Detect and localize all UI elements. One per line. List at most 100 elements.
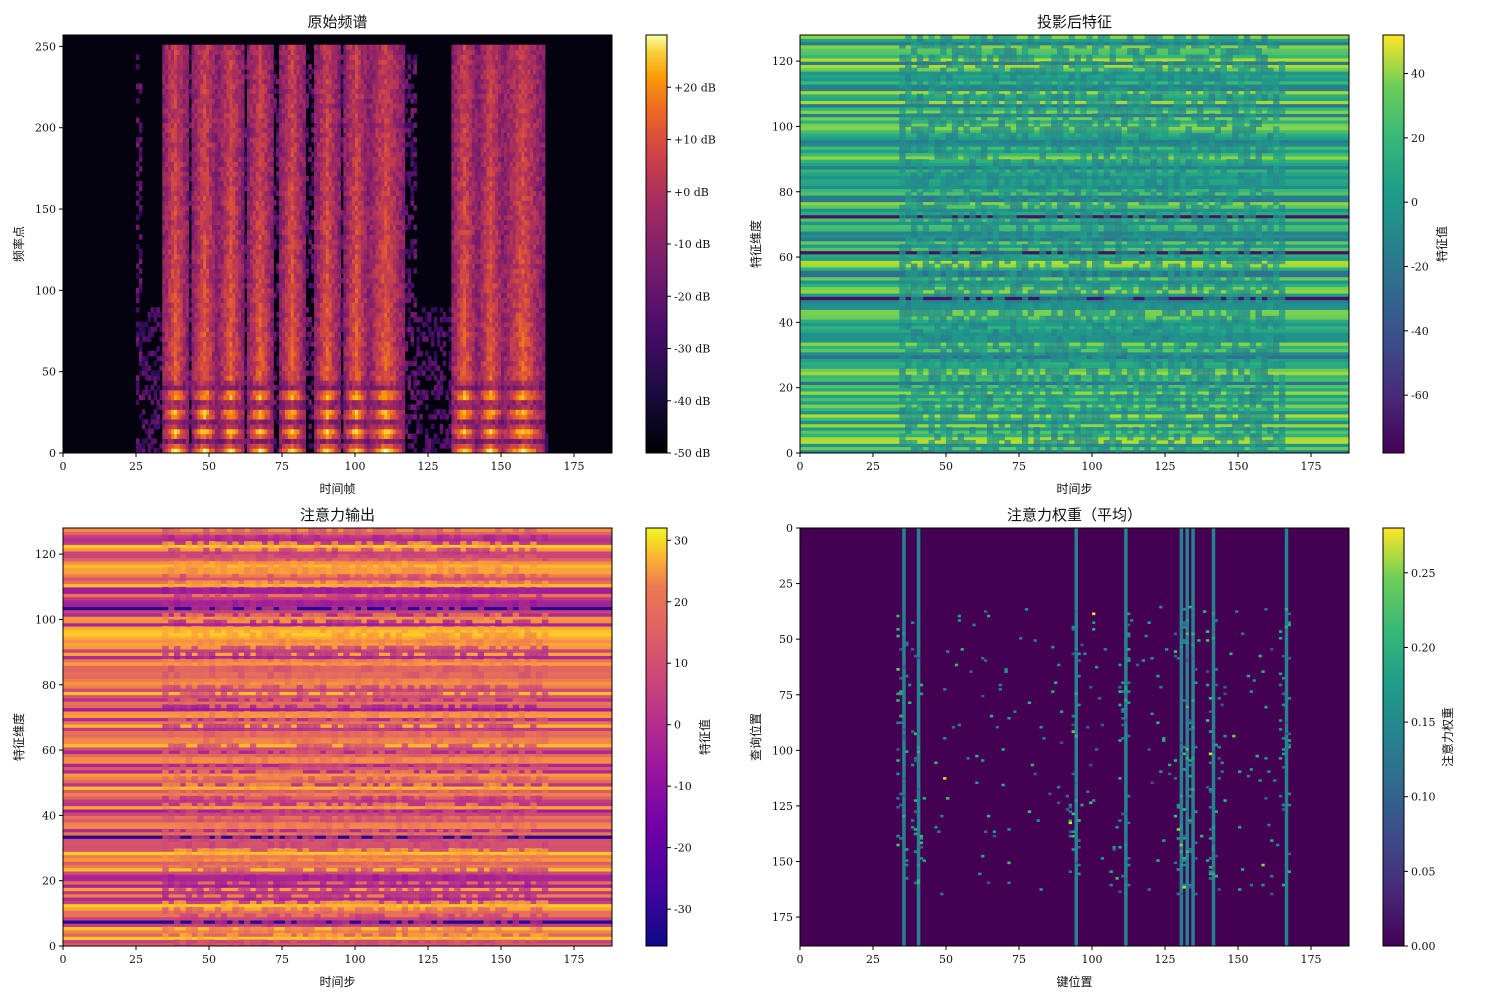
colorbar-tick-label: -60: [1411, 389, 1429, 402]
x-tick-label: 150: [491, 953, 512, 966]
y-tick-label: 120: [35, 548, 56, 561]
y-tick-label: 40: [779, 316, 793, 329]
colorbar-tick-label: 0.15: [1411, 716, 1436, 729]
colorbar: [1382, 34, 1405, 454]
x-tick-label: 100: [1082, 953, 1103, 966]
y-tick-label: 50: [779, 633, 793, 646]
y-tick-label: 175: [772, 911, 793, 924]
y-tick-label: 80: [779, 186, 793, 199]
y-tick-label: 150: [35, 203, 56, 216]
y-tick-label: 100: [772, 744, 793, 757]
colorbar-tick-label: 40: [1411, 68, 1425, 81]
x-tick-label: 0: [60, 953, 67, 966]
colorbar-tick-label: 0.10: [1411, 791, 1436, 804]
colorbar-tick-label: 0.25: [1411, 567, 1436, 580]
panel-title: 投影后特征: [1037, 13, 1112, 31]
y-tick-label: 50: [42, 366, 56, 379]
x-tick-label: 75: [275, 460, 289, 473]
colorbar-tick-label: 0: [674, 719, 681, 732]
colorbar-tick-label: +10 dB: [674, 134, 716, 147]
colorbar: [645, 527, 668, 947]
y-tick-label: 75: [779, 689, 793, 702]
x-tick-label: 125: [418, 953, 439, 966]
x-tick-label: 25: [866, 953, 880, 966]
colorbar-tick-label: -10: [674, 780, 692, 793]
colorbar-tick-label: 0.05: [1411, 865, 1436, 878]
y-tick-label: 40: [42, 809, 56, 822]
x-tick-label: 125: [1155, 953, 1176, 966]
colorbar-tick-label: 20: [1411, 132, 1425, 145]
x-axis-label: 键位置: [1056, 974, 1092, 989]
panel-4: 注意力权重（平均） 0 25 50 75 100 125 150 175 0 25 50 75 100 12…: [748, 506, 1455, 989]
x-tick-label: 75: [1012, 953, 1026, 966]
y-tick-label: 20: [42, 875, 56, 888]
x-tick-label: 175: [1301, 460, 1322, 473]
colorbar-tick-label: -40 dB: [674, 395, 710, 408]
x-tick-label: 125: [418, 460, 439, 473]
x-tick-label: 100: [345, 460, 366, 473]
y-tick-label: 0: [49, 447, 56, 460]
colorbar-tick-label: -40: [1411, 325, 1429, 338]
colorbar-tick-label: -20 dB: [674, 290, 710, 303]
y-tick-label: 80: [42, 679, 56, 692]
panel-2: 投影后特征 0 25 50 75 100 125 150 175 0 20 40 60 80 100 120 时…: [748, 13, 1449, 496]
y-axis-label: 特征维度: [748, 220, 763, 268]
axes-frame: [799, 34, 1350, 454]
x-tick-label: 0: [60, 460, 67, 473]
y-tick-label: 125: [772, 800, 793, 813]
colorbar-tick-label: -30: [674, 903, 692, 916]
colorbar-tick-label: +0 dB: [674, 186, 709, 199]
x-tick-label: 150: [491, 460, 512, 473]
colorbar-tick-label: -50 dB: [674, 447, 710, 460]
x-tick-label: 0: [797, 953, 804, 966]
panel-title: 注意力输出: [300, 506, 375, 524]
colorbar-tick-label: 30: [674, 534, 688, 547]
x-tick-label: 50: [939, 460, 953, 473]
heatmap-2: [800, 35, 1349, 453]
colorbar-tick-label: 20: [674, 596, 688, 609]
axes-frame: [62, 527, 613, 947]
colorbar: [1382, 527, 1405, 947]
panel-title: 注意力权重（平均）: [1007, 506, 1142, 524]
colorbar-tick-label: 0.00: [1411, 940, 1436, 953]
y-tick-label: 0: [786, 522, 793, 535]
colorbar-label: 特征值: [1434, 226, 1449, 262]
colorbar: [645, 34, 668, 454]
colorbar-tick-label: 0.20: [1411, 641, 1436, 654]
x-axis-label: 时间帧: [319, 482, 355, 496]
y-tick-label: 100: [35, 613, 56, 626]
colorbar-tick-label: +20 dB: [674, 81, 716, 94]
y-tick-label: 200: [35, 122, 56, 135]
y-tick-label: 0: [786, 447, 793, 460]
heatmap-3: [63, 528, 612, 946]
y-tick-label: 60: [42, 744, 56, 757]
x-tick-label: 50: [202, 460, 216, 473]
x-tick-label: 150: [1228, 953, 1249, 966]
y-tick-label: 25: [779, 578, 793, 591]
x-tick-label: 175: [564, 460, 585, 473]
y-tick-label: 20: [779, 382, 793, 395]
colorbar-tick-label: -20: [674, 842, 692, 855]
y-tick-label: 250: [35, 40, 56, 53]
y-axis-label: 查询位置: [748, 713, 763, 761]
axes-frame: [799, 527, 1350, 947]
x-tick-label: 175: [1301, 953, 1322, 966]
y-tick-label: 100: [772, 120, 793, 133]
colorbar-tick-label: 0: [1411, 196, 1418, 209]
y-tick-label: 60: [779, 251, 793, 264]
heatmap-1: [63, 35, 612, 453]
x-tick-label: 0: [797, 460, 804, 473]
colorbar-tick-label: -20: [1411, 261, 1429, 274]
y-tick-label: 150: [772, 856, 793, 869]
panel-title: 原始频谱: [307, 13, 367, 31]
heatmap-4: [800, 528, 1349, 946]
x-tick-label: 25: [866, 460, 880, 473]
y-axis-label: 特征维度: [11, 713, 26, 761]
panel-1: 原始频谱 0 25 50 75 100 125 150 175 0 50 100 150 200 250 时间…: [11, 13, 716, 496]
colorbar-label: 注意力权重: [1440, 707, 1455, 767]
x-tick-label: 75: [275, 953, 289, 966]
x-tick-label: 50: [939, 953, 953, 966]
y-tick-label: 100: [35, 284, 56, 297]
